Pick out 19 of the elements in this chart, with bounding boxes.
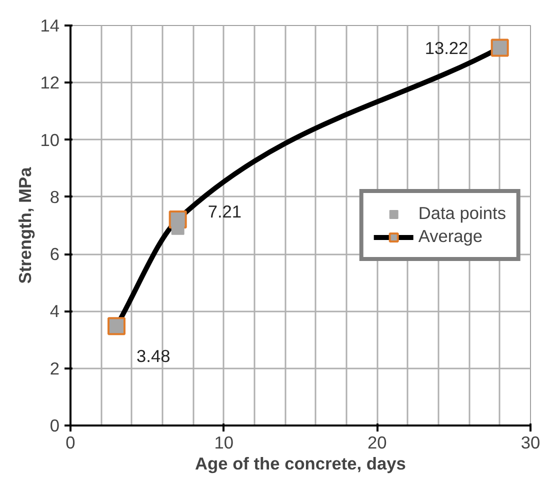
x-tick-label: 10 bbox=[214, 432, 234, 452]
y-tick-label: 10 bbox=[40, 130, 60, 150]
y-tick-label: 6 bbox=[50, 244, 60, 264]
x-tick-label: 0 bbox=[66, 432, 76, 452]
x-tick-label: 20 bbox=[368, 432, 387, 452]
y-tick-label: 4 bbox=[50, 301, 60, 322]
data-label: 13.22 bbox=[424, 38, 468, 58]
x-axis-title: Age of the concrete, days bbox=[195, 454, 406, 474]
y-tick-label: 12 bbox=[40, 72, 60, 93]
y-tick-label: 0 bbox=[50, 416, 60, 436]
legend-label: Average bbox=[418, 226, 483, 247]
data-label: 7.21 bbox=[208, 202, 242, 222]
legend-label: Data points bbox=[418, 203, 506, 224]
y-axis-title: Strength, MPa bbox=[15, 166, 36, 284]
x-tick-label: 30 bbox=[520, 432, 540, 452]
y-tick-label: 8 bbox=[50, 186, 60, 207]
y-tick-label: 14 bbox=[40, 16, 60, 36]
y-tick-label: 2 bbox=[50, 358, 60, 378]
data-label: 3.48 bbox=[136, 346, 170, 366]
